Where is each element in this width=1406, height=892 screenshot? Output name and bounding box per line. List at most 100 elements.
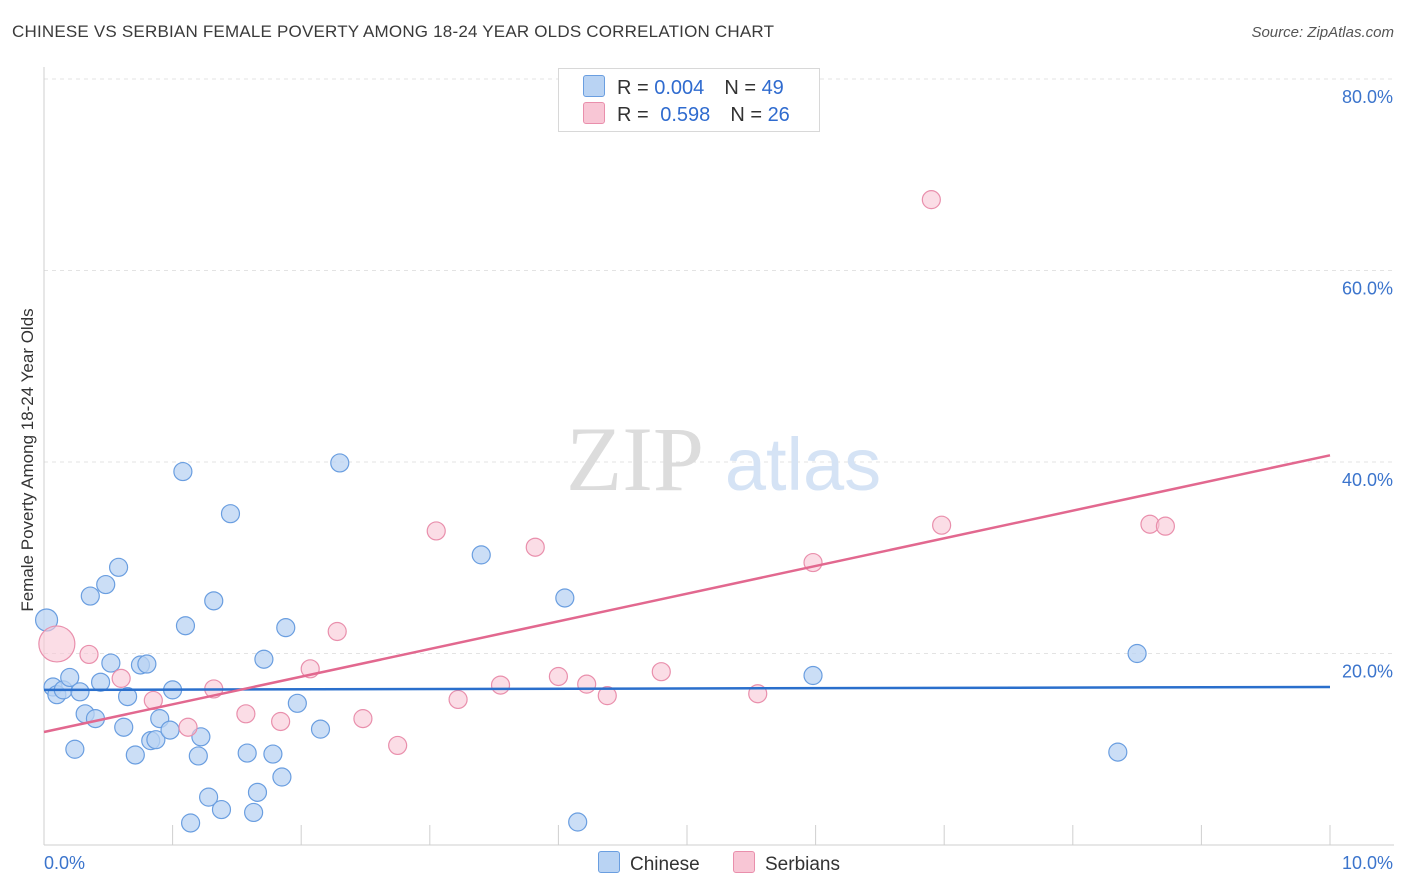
chinese-point: [211, 799, 232, 820]
bottom-legend-chinese-label: Chinese: [630, 854, 700, 875]
serbian-point: [111, 668, 131, 688]
serbian-point: [426, 521, 446, 541]
bottom-legend-chinese: Chinese: [598, 851, 700, 876]
legend-chinese-r-value: 0.004: [654, 77, 705, 99]
chinese-point: [220, 504, 241, 524]
legend-serbian-n-value: 26: [767, 104, 790, 126]
chinese-point: [160, 720, 180, 740]
serbian-point: [1155, 516, 1175, 536]
serbian-swatch: [583, 102, 605, 124]
series-serbians: [38, 190, 1175, 756]
trend-lines: [43, 454, 1331, 734]
chinese-point: [146, 730, 166, 750]
chinese-point: [276, 618, 296, 638]
chinese-point: [272, 767, 292, 787]
chinese-point: [204, 591, 224, 611]
legend-row-chinese: R = 0.004 N = 49: [583, 75, 784, 99]
chinese-point: [263, 744, 283, 764]
chinese-point: [191, 727, 211, 747]
chinese-point: [181, 813, 201, 833]
chinese-point: [108, 557, 129, 577]
serbian-point: [651, 662, 671, 682]
chinese-point: [125, 745, 145, 765]
watermark-atlas: atlas: [725, 423, 881, 506]
y-tick-label-0: 20.0%: [1342, 662, 1393, 682]
chinese-swatch: [583, 75, 605, 97]
chinese-trend-line: [43, 685, 1331, 692]
serbian-point: [597, 686, 617, 706]
bottom-serbian-swatch: [733, 851, 755, 873]
chinese-point: [254, 649, 274, 669]
y-tick-label-2: 60.0%: [1342, 279, 1393, 299]
legend-serbian-n-label: N =: [730, 104, 768, 126]
y-tick-label-1: 40.0%: [1342, 470, 1393, 490]
watermark: ZIP atlas: [566, 408, 881, 510]
serbian-point: [490, 675, 511, 695]
chinese-point: [101, 653, 121, 673]
serbian-point: [448, 689, 468, 710]
serbian-point: [388, 735, 408, 756]
chinese-point: [137, 654, 157, 674]
chinese-point: [117, 686, 138, 707]
serbian-point: [921, 190, 941, 210]
legend-chinese-n-label: N =: [724, 77, 762, 99]
bottom-chinese-swatch: [598, 851, 620, 873]
chinese-point: [803, 665, 823, 686]
serbian-point: [932, 515, 952, 535]
serbian-point: [271, 711, 291, 732]
serbian-point: [353, 709, 373, 729]
axes: [43, 67, 1394, 846]
chinese-point: [555, 588, 575, 608]
legend-serbian-r-label: R =: [617, 104, 655, 126]
legend-chinese-r-label: R =: [617, 77, 655, 99]
y-axis-label-wrap: Female Poverty Among 18-24 Year Olds: [16, 280, 40, 640]
serbian-point: [525, 537, 545, 557]
chinese-point: [173, 461, 193, 482]
chinese-point: [310, 719, 331, 739]
chinese-point: [90, 672, 111, 692]
chinese-point: [114, 717, 134, 737]
chinese-point: [330, 453, 350, 473]
serbian-point: [38, 625, 76, 663]
chart-source: Source: ZipAtlas.com: [1251, 24, 1394, 41]
chinese-point: [70, 682, 90, 702]
chinese-point: [65, 739, 85, 759]
chinese-point: [287, 693, 307, 713]
chinese-point: [188, 746, 208, 766]
chinese-point: [1127, 643, 1147, 664]
series-chinese: [34, 453, 1147, 833]
legend-chinese-n-value: 49: [761, 77, 784, 99]
serbian-point: [577, 674, 597, 694]
x-tick-label-1: 10.0%: [1342, 853, 1393, 873]
watermark-zip: ZIP: [566, 408, 704, 510]
tick-labels: 20.0% 40.0% 60.0% 80.0% 0.0% 10.0%: [44, 87, 1393, 873]
y-axis-label: Female Poverty Among 18-24 Year Olds: [18, 308, 37, 612]
chinese-point: [237, 743, 257, 763]
serbian-point: [548, 666, 569, 687]
bottom-legend-serbians-label: Serbians: [765, 854, 840, 875]
serbian-point: [79, 644, 99, 665]
serbian-trend-line: [43, 454, 1331, 734]
chinese-point: [80, 586, 100, 606]
chinese-point: [199, 787, 219, 807]
bottom-legend-serbians: Serbians: [733, 851, 840, 876]
serbian-point: [327, 621, 347, 642]
serbian-point: [236, 704, 256, 724]
correlation-legend: R = 0.004 N = 49 R = 0.598 N = 26: [558, 68, 820, 132]
x-tick-label-0: 0.0%: [44, 853, 85, 873]
chinese-point: [247, 782, 268, 802]
chinese-point: [60, 667, 80, 688]
legend-row-serbians: R = 0.598 N = 26: [583, 102, 790, 126]
legend-serbian-r-value: 0.598: [660, 104, 711, 126]
grid-lines: [44, 78, 1394, 654]
chinese-point: [175, 616, 196, 636]
chart-title: CHINESE VS SERBIAN FEMALE POVERTY AMONG …: [12, 22, 775, 41]
y-tick-label-3: 80.0%: [1342, 87, 1393, 107]
chinese-point: [471, 545, 491, 565]
chinese-point: [1108, 742, 1128, 762]
chinese-point: [96, 574, 116, 595]
chinese-point: [568, 812, 588, 832]
chinese-point: [244, 802, 264, 823]
serbian-point: [178, 717, 198, 737]
